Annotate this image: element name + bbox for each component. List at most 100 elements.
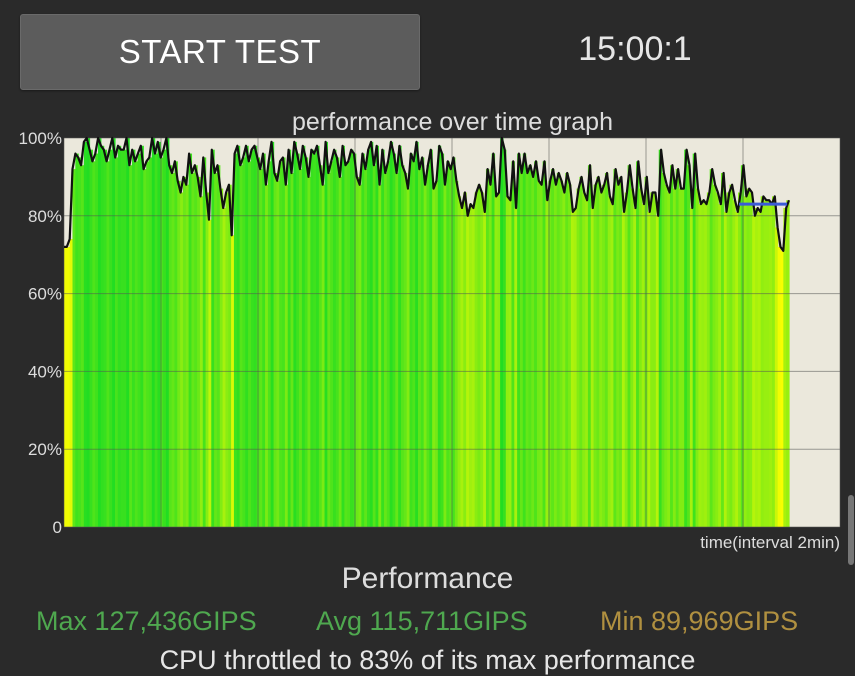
performance-bar: [604, 173, 609, 527]
performance-bar: [706, 192, 711, 527]
performance-bar: [384, 173, 388, 527]
performance-bar: [432, 188, 436, 527]
performance-bar: [420, 157, 425, 527]
performance-bar: [120, 149, 125, 528]
performance-bar: [519, 173, 524, 527]
avg-performance: Avg 115,711GIPS: [316, 606, 528, 636]
performance-bar: [494, 196, 498, 527]
performance-bar: [191, 173, 195, 527]
y-axis-ticks: 100% 80% 60% 40% 20% 0: [19, 129, 62, 537]
performance-bar: [559, 180, 564, 528]
performance-bar: [585, 200, 589, 528]
performance-bar: [633, 208, 637, 527]
performance-bar: [667, 192, 671, 527]
performance-bar: [75, 153, 79, 527]
performance-bar: [208, 219, 212, 527]
performance-bar: [180, 192, 184, 527]
performance-bar: [500, 138, 504, 527]
performance-bar: [333, 149, 337, 528]
performance-bar: [602, 184, 606, 527]
performance-bar: [97, 138, 102, 527]
performance-bar: [282, 157, 286, 527]
performance-bar: [112, 138, 116, 527]
scrollbar-thumb[interactable]: [848, 495, 854, 565]
performance-bar: [386, 161, 391, 527]
performance-bar: [619, 176, 623, 527]
performance-bar: [92, 161, 96, 527]
performance-bar: [553, 184, 558, 527]
performance-bar: [760, 196, 765, 527]
performance-bar: [403, 173, 408, 527]
performance-bar: [301, 145, 306, 527]
performance-bar: [123, 149, 127, 528]
start-test-button[interactable]: START TEST: [20, 14, 420, 90]
performance-bar: [429, 149, 433, 528]
performance-bar: [199, 196, 204, 527]
performance-bar: [786, 200, 790, 528]
performance-bar: [664, 184, 668, 527]
performance-bar: [777, 246, 782, 528]
performance-bar: [721, 173, 725, 527]
performance-bar: [746, 188, 750, 527]
performance-bar: [732, 200, 736, 528]
performance-bar: [262, 153, 266, 527]
performance-bar: [409, 153, 413, 527]
performance-bar: [296, 153, 300, 527]
performance-bar: [636, 161, 640, 527]
performance-bar: [205, 192, 210, 527]
performance-bar: [103, 149, 108, 528]
performance-bar: [774, 227, 779, 527]
performance-bar: [406, 188, 411, 527]
grid-lines: [63, 137, 841, 528]
y-tick-label: 60%: [28, 285, 62, 304]
performance-bar: [188, 153, 193, 527]
performance-bar: [197, 176, 201, 527]
performance-bar: [395, 173, 399, 527]
performance-bar: [89, 149, 93, 528]
y-tick-label: 40%: [28, 362, 62, 381]
performance-bar: [627, 165, 631, 528]
performance-bar: [426, 165, 430, 528]
performance-bar: [743, 196, 748, 527]
performance-bar: [715, 192, 719, 527]
performance-bar: [80, 165, 85, 528]
performance-bar: [480, 192, 484, 527]
performance-bar: [174, 161, 178, 527]
performance-bar: [381, 149, 385, 528]
performance-bar: [423, 184, 428, 527]
performance-bar: [293, 141, 297, 527]
performance-bar: [599, 192, 603, 527]
performance-bar: [474, 192, 479, 527]
performance-bar: [157, 141, 161, 527]
performance-bar: [347, 161, 351, 527]
performance-bar: [146, 161, 150, 527]
performance-bar: [109, 149, 113, 528]
performance-bar: [375, 145, 379, 527]
performance-bar: [573, 208, 578, 527]
performance-bar: [83, 141, 88, 527]
performance-bar: [678, 188, 682, 527]
performance-bar: [415, 141, 419, 527]
performance-bar: [185, 184, 190, 527]
performance-bar: [202, 157, 207, 527]
performance-bar: [265, 184, 269, 527]
performance-bar: [698, 204, 702, 527]
performance-bar: [324, 141, 328, 527]
performance-bar: [511, 161, 515, 527]
performance-bar: [100, 145, 105, 527]
performance-bar: [364, 169, 368, 527]
max-performance: Max 127,436GIPS: [36, 606, 257, 636]
performance-bar: [653, 192, 657, 527]
performance-bar: [548, 180, 552, 528]
performance-bar: [435, 180, 439, 528]
performance-bar: [126, 138, 130, 527]
performance-bar: [684, 149, 688, 528]
performance-bar: [483, 211, 487, 527]
performance-bar: [763, 200, 767, 528]
performance-bar: [372, 165, 377, 528]
performance-bar: [69, 239, 74, 527]
performance-bar: [398, 145, 402, 527]
performance-bar: [517, 153, 521, 527]
performance-bar: [590, 208, 595, 527]
performance-heading: Performance: [341, 562, 514, 595]
